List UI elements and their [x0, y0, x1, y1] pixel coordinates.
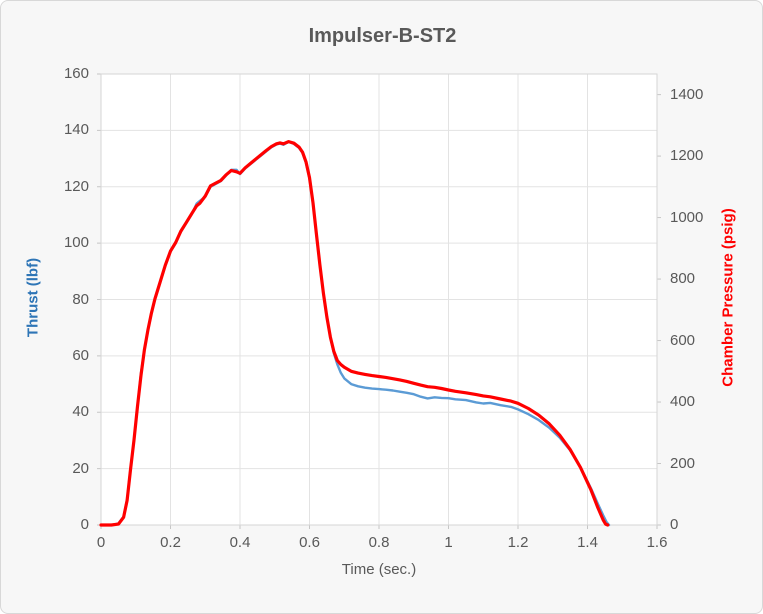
- left-axis-tick-label: 100: [63, 234, 89, 252]
- right-axis-tick-label: 0: [670, 516, 679, 533]
- x-axis-tick-label: 0.6: [299, 534, 320, 551]
- right-axis-tick-label: 200: [670, 454, 696, 472]
- left-axis-tick-label: 40: [72, 403, 89, 421]
- left-axis-tick-label: 20: [72, 459, 89, 477]
- left-axis-tick-label: 120: [63, 177, 89, 195]
- left-axis-tick-label: 60: [72, 346, 89, 364]
- left-axis-tick-label: 0: [80, 516, 89, 533]
- chart-title: Impulser-B-ST2: [308, 25, 457, 47]
- left-axis-tick-label: 80: [72, 290, 89, 308]
- x-axis-tick-label: 1.2: [507, 534, 529, 551]
- right-axis-tick-label: 400: [670, 393, 696, 411]
- right-axis-tick-label: 1200: [670, 147, 704, 165]
- left-axis-tick-label: 160: [63, 65, 89, 82]
- x-axis-title: Time (sec.): [341, 561, 417, 578]
- right-axis-tick-label: 800: [670, 270, 696, 288]
- x-axis-tick-label: 1.6: [646, 534, 668, 551]
- x-axis-tick-label: 0: [96, 534, 106, 551]
- chamber-pressure-line: [99, 140, 610, 527]
- right-axis-tick-label: 600: [670, 331, 696, 349]
- plot-border: [100, 73, 658, 526]
- x-axis-tick-label: 0.8: [368, 534, 390, 551]
- x-axis-tick-label: 0.2: [160, 534, 181, 551]
- x-axis-tick-label: 1: [444, 534, 453, 551]
- x-axis-tick-label: 1.4: [577, 534, 598, 551]
- left-axis-tick-label: 140: [63, 121, 89, 139]
- x-axis-tick-label: 0.4: [229, 534, 251, 551]
- right-axis-tick-label: 1000: [670, 208, 704, 226]
- right-axis-tick-label: 1400: [670, 85, 704, 103]
